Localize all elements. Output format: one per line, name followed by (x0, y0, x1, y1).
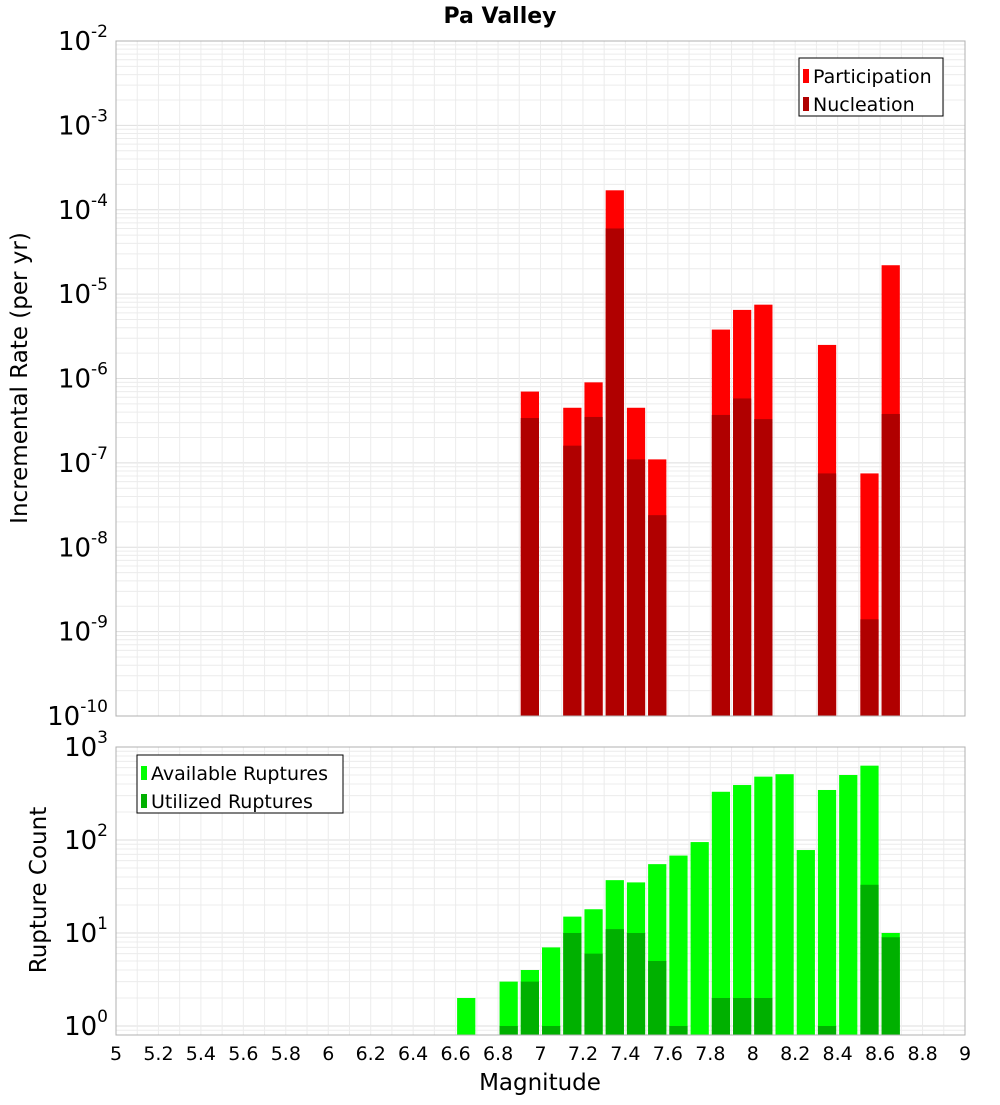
x-tick-label: 8.4 (823, 1043, 853, 1065)
top-legend-label: Nucleation (813, 94, 915, 116)
top-y-tick-label: 10-2 (58, 22, 108, 57)
nucleation-bar (711, 414, 731, 716)
top-y-tick-label: 10-6 (58, 360, 108, 395)
bottom-y-tick-label: 103 (64, 728, 108, 763)
bottom-plot-area (115, 746, 966, 1036)
top-y-tick-label: 10-10 (47, 697, 108, 732)
top-legend-swatch (803, 97, 809, 111)
x-tick-label: 5.4 (186, 1043, 216, 1065)
x-tick-label: 5.6 (228, 1043, 258, 1065)
top-y-tick-label: 10-3 (58, 106, 108, 141)
top-plot-area (115, 40, 966, 717)
x-tick-label: 9 (959, 1043, 971, 1065)
available-ruptures-bar (542, 947, 561, 1035)
nucleation-bar (648, 515, 667, 716)
available-ruptures-bar (754, 776, 773, 1035)
x-tick-label: 7.8 (695, 1043, 725, 1065)
utilized-ruptures-bar (542, 1025, 561, 1035)
x-tick-label: 6.2 (356, 1043, 386, 1065)
top-legend-swatch (803, 69, 809, 83)
chart-title: Pa Valley (443, 4, 556, 29)
nucleation-bar (860, 619, 879, 716)
available-ruptures-bar (711, 791, 731, 1035)
utilized-ruptures-bar (669, 1025, 688, 1035)
utilized-ruptures-bar (711, 997, 731, 1035)
x-tick-label: 8.8 (907, 1043, 937, 1065)
available-ruptures-bar (733, 785, 752, 1035)
top-legend-label: Participation (813, 66, 932, 88)
utilized-ruptures-bar (605, 929, 624, 1035)
bottom-y-tick-label: 102 (64, 821, 108, 856)
utilized-ruptures-bar (860, 884, 879, 1035)
nucleation-bar (584, 416, 603, 716)
top-y-tick-label: 10-7 (58, 444, 108, 479)
utilized-ruptures-bar (499, 1025, 518, 1035)
x-tick-label: 6.4 (398, 1043, 428, 1065)
available-ruptures-bar (690, 842, 709, 1035)
x-tick-label: 5.2 (143, 1043, 173, 1065)
utilized-ruptures-bar (881, 937, 900, 1035)
x-tick-label: 5 (110, 1043, 122, 1065)
x-tick-label: 8.6 (865, 1043, 895, 1065)
x-tick-label: 7.4 (610, 1043, 640, 1065)
top-y-tick-label: 10-8 (58, 528, 108, 563)
utilized-ruptures-bar (520, 981, 539, 1035)
available-ruptures-bar (839, 774, 858, 1035)
bottom-y-tick-label: 100 (64, 1007, 108, 1042)
x-tick-label: 8 (747, 1043, 759, 1065)
x-tick-label: 8.2 (780, 1043, 810, 1065)
x-tick-label: 5.8 (271, 1043, 301, 1065)
x-tick-label: 7.6 (653, 1043, 683, 1065)
nucleation-bar (733, 398, 752, 716)
bottom-legend-label: Available Ruptures (151, 763, 328, 785)
utilized-ruptures-bar (754, 997, 773, 1035)
x-tick-label: 7 (534, 1043, 546, 1065)
utilized-ruptures-bar (584, 953, 603, 1035)
nucleation-bar (520, 418, 539, 716)
nucleation-bar (563, 445, 582, 716)
bottom-legend-swatch (141, 794, 147, 808)
nucleation-bar (626, 459, 646, 716)
available-ruptures-bar (499, 981, 518, 1035)
x-tick-label: 7.2 (568, 1043, 598, 1065)
available-ruptures-bar (457, 997, 476, 1035)
nucleation-bar (817, 473, 837, 716)
top-panel-grid (115, 40, 966, 717)
bottom-legend-label: Utilized Ruptures (151, 791, 313, 813)
utilized-ruptures-bar (817, 1025, 837, 1035)
top-y-axis-title: Incremental Rate (per yr) (7, 232, 33, 524)
nucleation-bar (881, 413, 900, 716)
top-y-tick-label: 10-5 (58, 275, 108, 310)
available-ruptures-bar (796, 850, 815, 1035)
nucleation-bar (605, 228, 624, 716)
nucleation-bar (754, 419, 773, 716)
bottom-legend-box (136, 754, 344, 814)
utilized-ruptures-bar (626, 932, 646, 1035)
bottom-legend: Available Ruptures Utilized Ruptures (136, 754, 344, 814)
x-axis-title: Magnitude (479, 1070, 601, 1096)
top-legend: Participation Nucleation (798, 57, 944, 117)
utilized-ruptures-bar (648, 960, 667, 1035)
available-ruptures-bar (775, 774, 794, 1035)
x-tick-label: 6.6 (440, 1043, 470, 1065)
available-ruptures-bar (817, 789, 837, 1035)
top-y-tick-label: 10-9 (58, 613, 108, 648)
x-tick-label: 6.8 (483, 1043, 513, 1065)
top-legend-box (798, 57, 944, 117)
x-tick-label: 6 (322, 1043, 334, 1065)
bottom-y-axis-title: Rupture Count (26, 807, 52, 973)
bottom-legend-swatch (141, 766, 147, 780)
bottom-y-tick-label: 101 (64, 914, 108, 949)
available-ruptures-bar (669, 855, 688, 1035)
top-y-tick-label: 10-4 (58, 191, 108, 226)
utilized-ruptures-bar (733, 997, 752, 1035)
utilized-ruptures-bar (563, 932, 582, 1035)
